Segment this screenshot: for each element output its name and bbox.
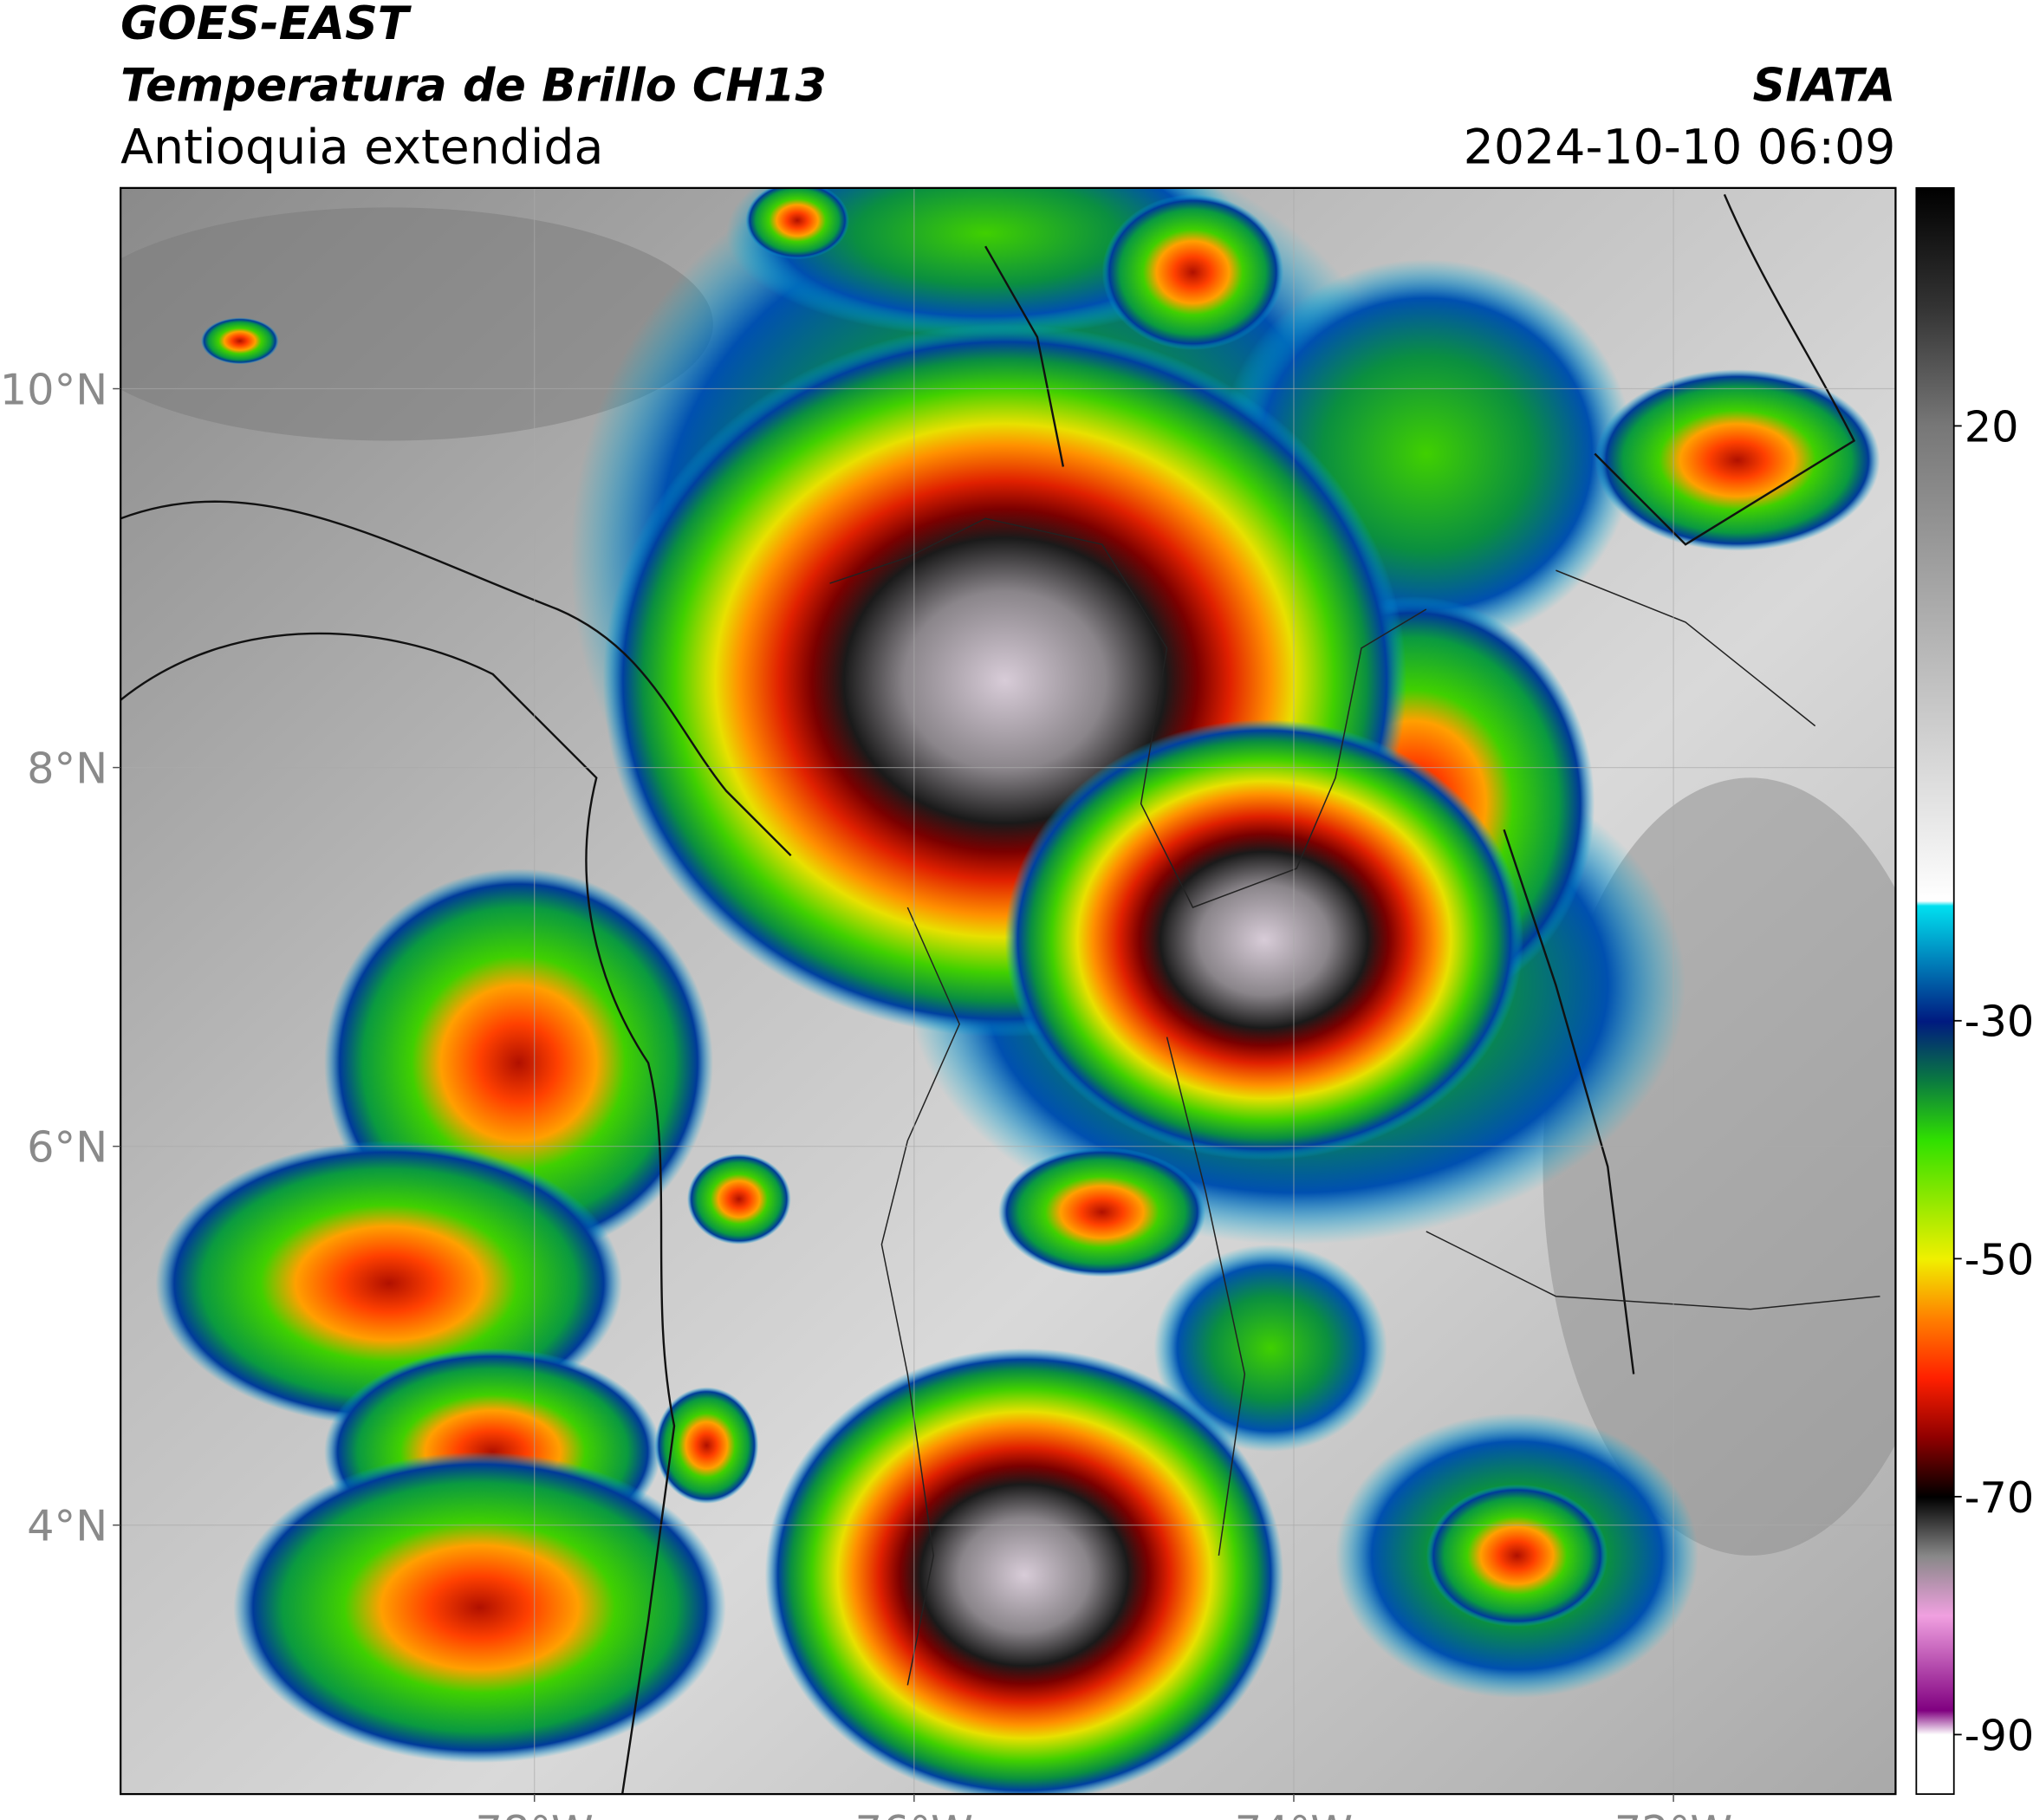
lon-tick-label: 74°W bbox=[1235, 1806, 1353, 1820]
colorbar-tick-label: -30 bbox=[1965, 997, 2033, 1047]
lat-tick-label: 8°N bbox=[27, 744, 107, 794]
lat-tick-label: 4°N bbox=[27, 1501, 107, 1551]
lat-tick-label: 6°N bbox=[27, 1122, 107, 1173]
map-frame bbox=[120, 186, 1897, 1796]
colorbar-tick-label: 20 bbox=[1965, 401, 2019, 452]
region: Antioquia extendida bbox=[120, 120, 603, 175]
colorbar-tick-label: -70 bbox=[1965, 1472, 2033, 1523]
lon-tick-label: 76°W bbox=[855, 1806, 973, 1820]
colorbar bbox=[1915, 186, 1955, 1795]
lon-tick-label: 72°W bbox=[1614, 1806, 1732, 1820]
satellite-image bbox=[120, 187, 1896, 1795]
lat-tick-label: 10°N bbox=[0, 364, 107, 414]
colorbar-tick-label: -50 bbox=[1965, 1234, 2033, 1284]
datetime: 2024-10-10 06:09 bbox=[1464, 120, 1896, 175]
grid bbox=[120, 187, 1896, 1795]
colorbar-tick-label: -90 bbox=[1965, 1710, 2033, 1760]
title: GOES-EAST bbox=[120, 0, 412, 50]
source: SIATA bbox=[1753, 60, 1896, 113]
subtitle: Temperatura de Brillo CH13 bbox=[120, 60, 827, 113]
lon-tick-label: 78°W bbox=[476, 1806, 594, 1820]
